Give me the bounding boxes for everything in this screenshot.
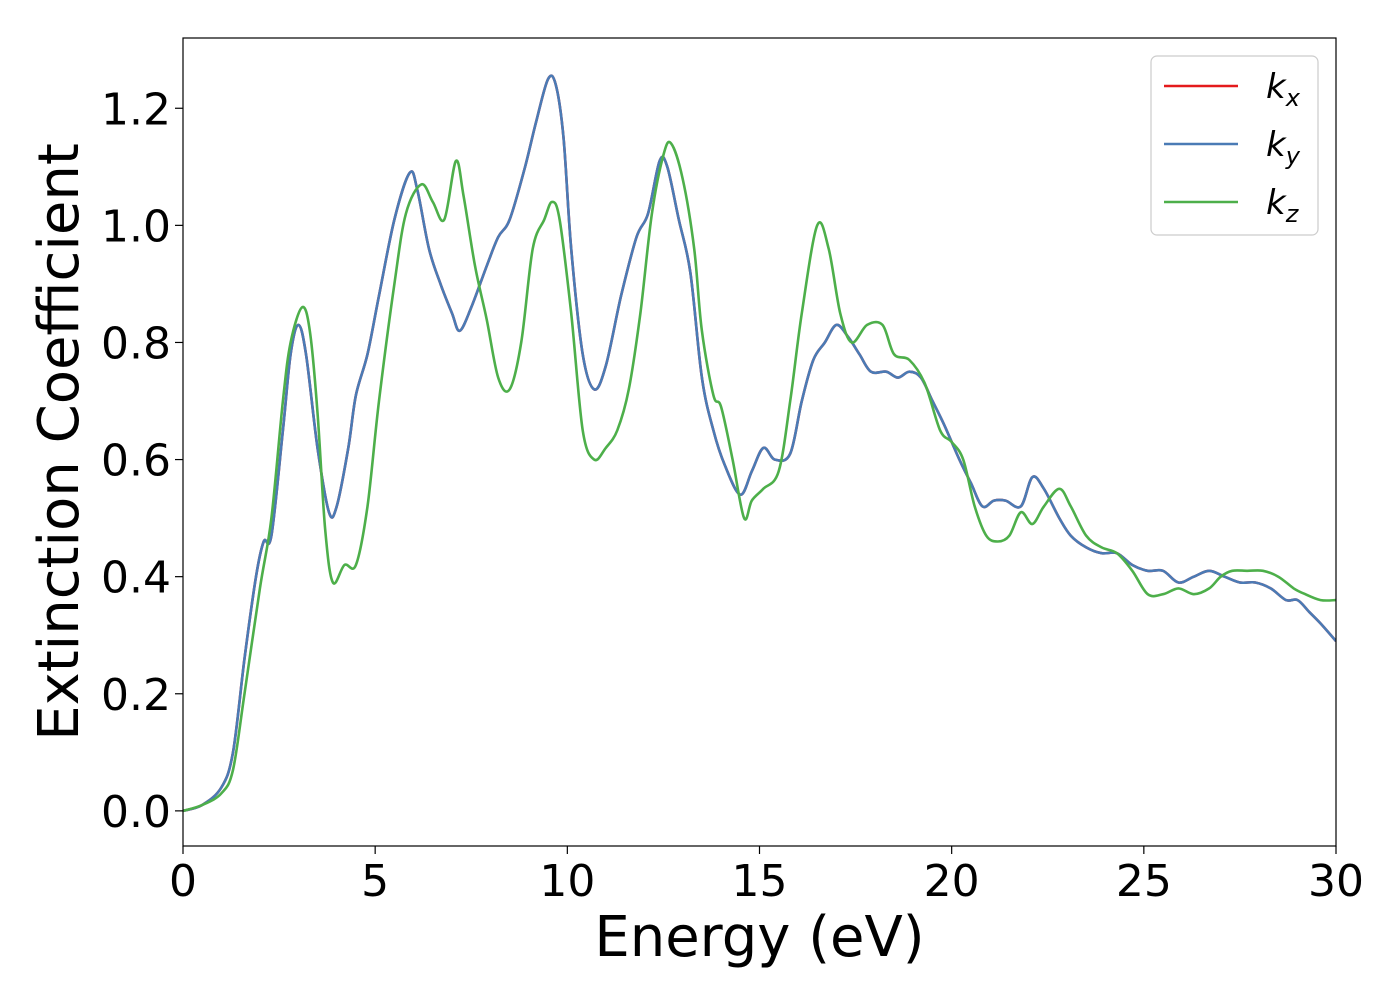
x-tick-label: 25 (1116, 856, 1172, 907)
legend-label-kz: kz (1266, 183, 1300, 228)
y-axis: 0.0 0.2 0.4 0.6 0.8 1.0 1.2 (101, 84, 183, 838)
y-axis-title: Extinction Coefficient (27, 143, 92, 741)
x-axis: 0 5 10 15 20 25 30 (169, 846, 1364, 907)
series-layer (183, 74, 1336, 813)
series-line-kz (183, 140, 1336, 813)
legend-box (1150, 55, 1319, 236)
x-tick-label: 10 (539, 856, 595, 907)
y-tick-label: 0.6 (101, 436, 171, 487)
x-tick-label: 20 (924, 856, 980, 907)
series-line-ky (183, 74, 1336, 813)
y-tick-label: 0.4 (101, 553, 171, 604)
y-tick-label: 0.8 (101, 318, 171, 369)
x-axis-title: Energy (eV) (594, 905, 924, 970)
y-tick-label: 0.2 (101, 670, 171, 721)
y-tick-label: 1.2 (101, 84, 171, 135)
y-tick-label: 1.0 (101, 201, 171, 252)
x-tick-label: 5 (361, 856, 389, 907)
legend: kx ky kz (1150, 55, 1319, 236)
x-tick-label: 30 (1308, 856, 1364, 907)
legend-label-ky: ky (1266, 125, 1301, 170)
x-tick-label: 0 (169, 856, 197, 907)
y-tick-label: 0.0 (101, 787, 171, 838)
legend-label-kx: kx (1266, 67, 1301, 112)
x-tick-label: 15 (732, 856, 788, 907)
